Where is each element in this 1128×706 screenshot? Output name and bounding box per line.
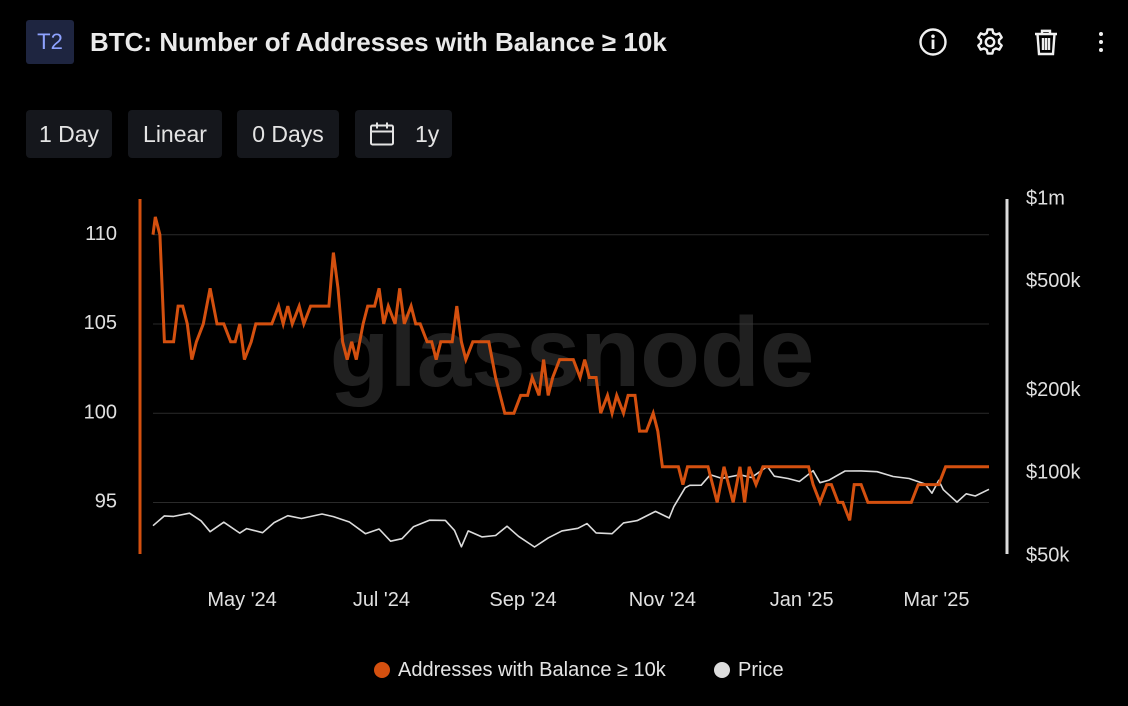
legend-label-price: Price <box>738 659 784 681</box>
legend-dot-addresses <box>374 662 390 678</box>
x-tick-label: Sep '24 <box>489 589 556 611</box>
y-tick-left-95: 95 <box>95 491 117 513</box>
x-tick-label: May '24 <box>207 589 276 611</box>
trash-icon[interactable] <box>1031 27 1061 57</box>
more-vertical-icon[interactable] <box>1086 27 1116 57</box>
legend-dot-price <box>714 662 730 678</box>
x-tick-label: Nov '24 <box>629 589 696 611</box>
date-range-label: 1y <box>415 121 440 147</box>
axes: 95 100 105 110 $50k $100k $200k $500k $1m May '24… <box>84 187 1082 611</box>
y-tick-right: $500k <box>1026 270 1081 292</box>
date-range-button[interactable]: 1y <box>355 110 452 158</box>
y-tick-right: $200k <box>1026 379 1081 401</box>
series-lines <box>151 216 990 548</box>
info-icon[interactable] <box>918 27 948 57</box>
y-tick-right: $100k <box>1026 462 1081 484</box>
smoothing-button[interactable]: 0 Days <box>237 110 339 158</box>
y-tick-left-110: 110 <box>85 223 117 245</box>
x-tick-label: Jan '25 <box>770 589 834 611</box>
y-tick-right: $50k <box>1026 544 1070 566</box>
y-tick-left-100: 100 <box>84 401 117 423</box>
legend-label-addresses: Addresses with Balance ≥ 10k <box>398 659 666 681</box>
scale-button[interactable]: Linear <box>128 110 222 158</box>
series-line-addresses <box>151 216 989 521</box>
x-tick-label: Mar '25 <box>903 589 969 611</box>
tier-badge: T2 <box>26 20 74 64</box>
resolution-button[interactable]: 1 Day <box>26 110 112 158</box>
watermark: glassnode <box>330 297 815 407</box>
chart-title: BTC: Number of Addresses with Balance ≥ … <box>90 27 667 57</box>
chart-header: T2 BTC: Number of Addresses with Balance… <box>26 20 1116 64</box>
series-line-price <box>152 465 990 548</box>
gear-icon[interactable] <box>975 27 1005 57</box>
y-tick-right: $1m <box>1026 187 1065 209</box>
calendar-icon <box>369 121 395 147</box>
x-tick-label: Jul '24 <box>353 589 410 611</box>
y-tick-left-105: 105 <box>84 312 117 334</box>
